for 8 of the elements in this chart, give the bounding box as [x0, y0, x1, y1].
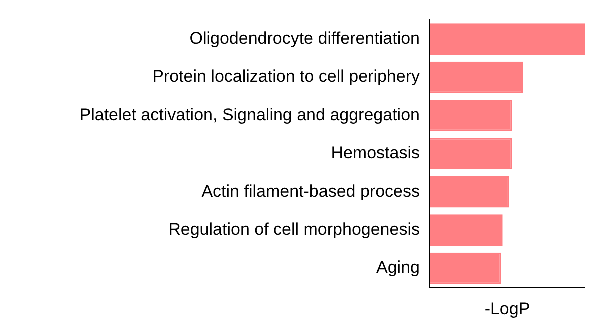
x-axis-title: -LogP [484, 299, 530, 318]
y-tick-label: Regulation of cell morphogenesis [168, 220, 420, 239]
y-tick-label: Actin filament-based process [202, 182, 420, 201]
y-tick-label: Protein localization to cell periphery [152, 67, 420, 86]
y-tick-label: Aging [376, 258, 420, 278]
y-tick-label: Oligodendrocyte differentiation [190, 28, 420, 48]
y-tick-label: Hemostasis [331, 144, 420, 163]
y-tick-label: Platelet activation, Signaling and aggregation [80, 105, 420, 124]
